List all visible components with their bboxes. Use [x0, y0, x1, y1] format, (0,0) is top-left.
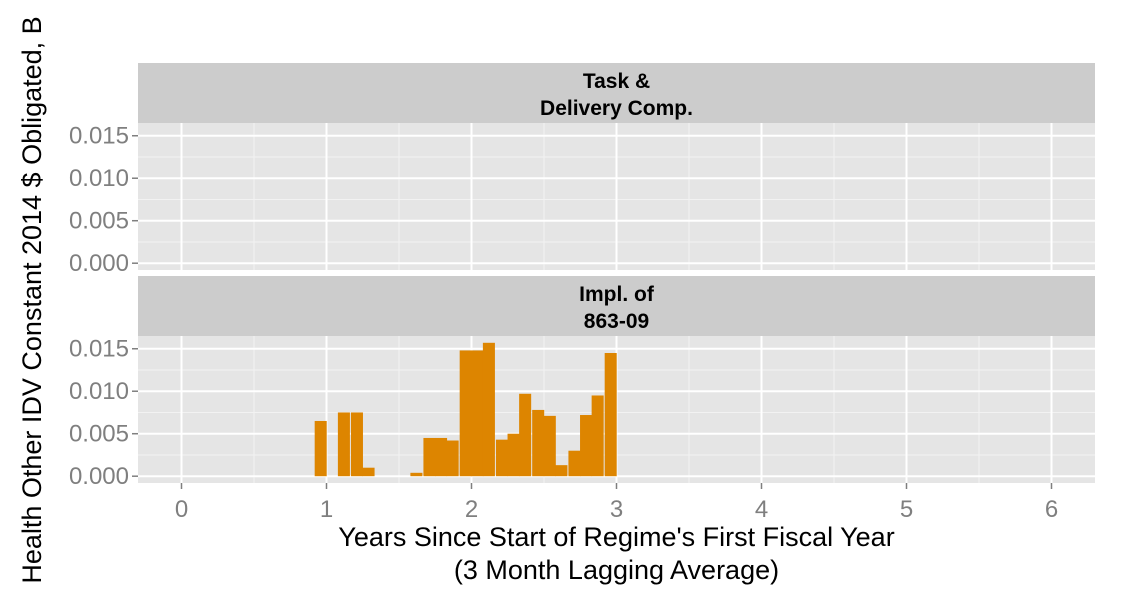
x-tick-label: 5 — [900, 496, 913, 523]
bars-2 — [314, 342, 617, 477]
bar — [337, 412, 350, 477]
x-tick-label: 4 — [755, 496, 768, 523]
x-tick-label: 6 — [1045, 496, 1058, 523]
x-ticks: 0 1 2 3 4 5 6 — [175, 483, 1058, 523]
x-tick-label: 0 — [175, 496, 188, 523]
y-tick-label: 0.000 — [69, 250, 129, 277]
y-tick-label: 0.010 — [69, 378, 129, 405]
x-tick-label: 1 — [320, 496, 333, 523]
facet-title-1-line1: Task & — [583, 70, 650, 93]
y-ticks-1: 0.000 0.005 0.010 0.015 — [69, 123, 138, 277]
bar — [471, 350, 484, 477]
bar — [519, 393, 532, 477]
y-ticks-2: 0.000 0.005 0.010 0.015 — [69, 336, 138, 490]
x-axis-title-line2: (3 Month Lagging Average) — [454, 555, 779, 585]
y-tick-label: 0.015 — [69, 336, 129, 363]
bar — [604, 352, 617, 477]
bar — [410, 472, 423, 477]
facet-title-2-line2: 863-09 — [584, 310, 649, 333]
y-tick-label: 0.000 — [69, 463, 129, 490]
y-tick-label: 0.005 — [69, 421, 129, 448]
bar — [532, 409, 545, 477]
x-axis-title-line1: Years Since Start of Regime's First Fisc… — [338, 522, 894, 552]
bar — [350, 412, 363, 477]
x-tick-label: 3 — [610, 496, 623, 523]
y-tick-label: 0.015 — [69, 123, 129, 150]
bar — [543, 415, 556, 477]
y-tick-label: 0.010 — [69, 165, 129, 192]
bar — [482, 342, 495, 477]
facet-title-1-line2: Delivery Comp. — [540, 97, 693, 120]
facet-panel-1: Task & Delivery Comp. 0.0000.0050.0100.0… — [69, 63, 1095, 277]
bar — [507, 433, 520, 477]
facet-strip-1 — [138, 63, 1095, 123]
bar — [580, 415, 593, 477]
bar — [495, 439, 508, 477]
facet-strip-2 — [138, 276, 1095, 336]
bar — [314, 420, 327, 477]
bar — [459, 350, 472, 477]
bar — [446, 440, 459, 477]
grid-1 — [138, 123, 1095, 270]
y-axis-title: Health Other IDV Constant 2014 $ Obligat… — [17, 16, 47, 583]
bar — [555, 465, 568, 477]
y-tick-label: 0.005 — [69, 208, 129, 235]
facet-panel-2: Impl. of 863-09 0.000 0.005 0.010 0.015 — [69, 276, 1095, 490]
facet-title-2-line1: Impl. of — [579, 283, 655, 306]
bar — [362, 467, 375, 477]
bar — [435, 437, 448, 477]
bar — [568, 450, 581, 477]
bar — [591, 395, 604, 477]
x-tick-label: 2 — [465, 496, 478, 523]
bar — [423, 437, 436, 477]
